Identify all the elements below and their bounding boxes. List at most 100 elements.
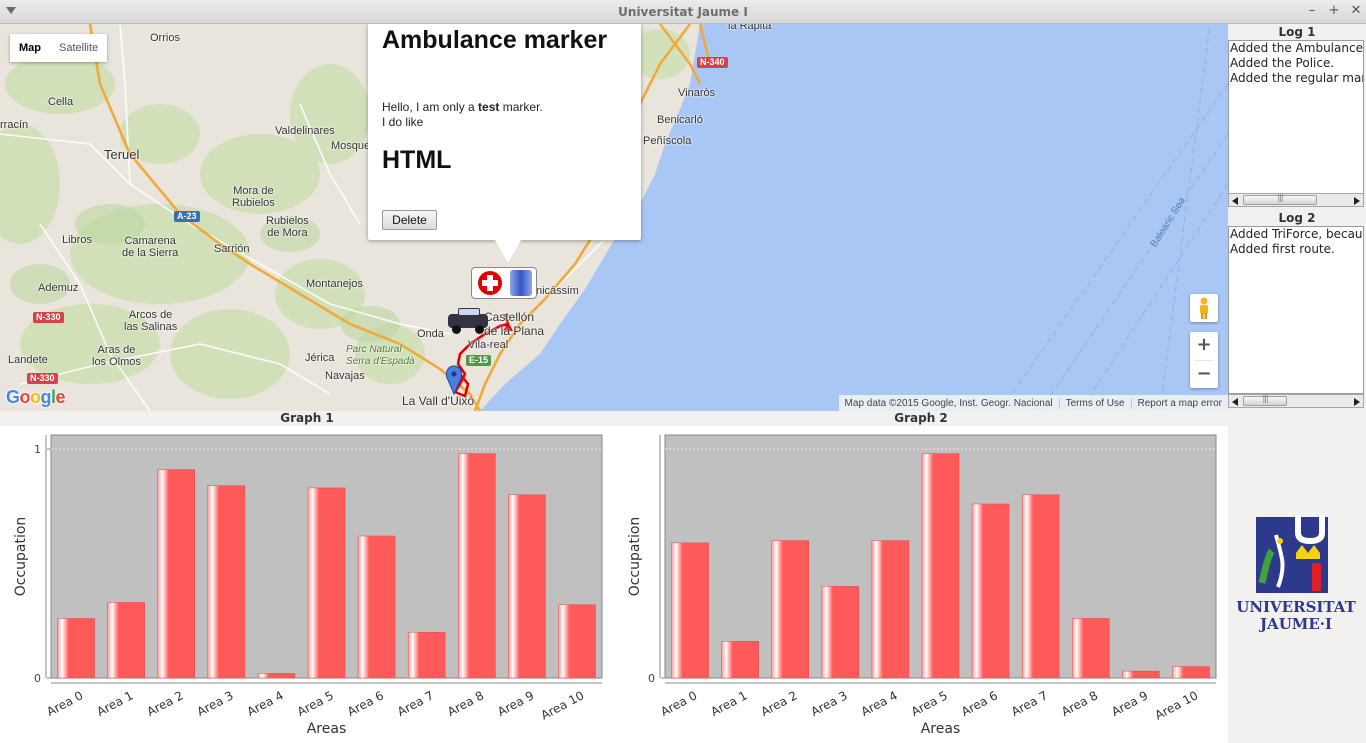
- log1-panel: Log 1 Added the Ambulance. Added the Pol…: [1228, 24, 1366, 210]
- bar-area-5: [307, 487, 346, 679]
- log2-line: Added first route.: [1230, 242, 1335, 256]
- place-libros: Libros: [62, 234, 92, 246]
- bar-area-7: [1021, 494, 1060, 679]
- y-axis-label: Occupation: [13, 517, 29, 597]
- place-castellon: Castellón de la Plana: [484, 310, 545, 338]
- x-axis-label: Areas: [921, 721, 961, 737]
- scroll-right-arrow-icon[interactable]: [1354, 197, 1360, 205]
- minimize-button[interactable]: –: [1308, 3, 1316, 18]
- graph1-panel: Graph 1 0 1 Area 0 Area 1 Area 2 Area 3 Area 4…: [0, 411, 614, 743]
- bar-area-2: [771, 540, 810, 679]
- report-map-error-link[interactable]: Report a map error: [1130, 397, 1228, 409]
- info-heading-html: HTML: [382, 146, 452, 174]
- info-text-line1: Hello, I am only a test marker.: [382, 100, 543, 114]
- map-base-layer: [0, 24, 1228, 411]
- street-view-pegman-icon[interactable]: [1190, 294, 1218, 322]
- bar-area-3: [207, 485, 246, 679]
- road-e15: E-15: [466, 355, 492, 366]
- bar-area-4: [871, 540, 910, 679]
- bar-area-2: [157, 469, 196, 679]
- log2-panel: Log 2 Added TriForce, because. Added fir…: [1228, 210, 1366, 411]
- delete-button[interactable]: Delete: [382, 210, 437, 230]
- place-valdelinares: Valdelinares: [275, 125, 335, 137]
- log1-title: Log 1: [1278, 25, 1316, 39]
- google-logo: Google: [6, 387, 66, 407]
- regular-marker-pin: [445, 365, 463, 396]
- road-a23: A-23: [174, 211, 200, 222]
- info-window: Ambulance marker Hello, I am only a test…: [368, 24, 641, 263]
- scroll-left-arrow-icon[interactable]: [1232, 398, 1238, 406]
- place-montanejos: Montanejos: [306, 278, 363, 290]
- log1-textarea[interactable]: Added the Ambulance. Added the Police. A…: [1228, 40, 1364, 194]
- zoom-in-button[interactable]: +: [1196, 334, 1212, 355]
- bar-area-8: [1071, 618, 1110, 679]
- place-arcos: Arcos de las Salinas: [124, 309, 178, 333]
- logo-text-line1: UNIVERSITAT: [1236, 598, 1356, 616]
- bar-area-3: [821, 586, 860, 679]
- log2-hscrollbar[interactable]: [1228, 394, 1364, 408]
- place-aras: Aras de los Olmos: [92, 344, 141, 368]
- scroll-thumb[interactable]: [1243, 193, 1317, 205]
- bar-area-0: [57, 618, 95, 679]
- place-parque: Parc Natural Serra d'Espadà: [346, 344, 415, 367]
- bar-area-5: [921, 453, 960, 679]
- map-attribution: Map data ©2015 Google, Inst. Geogr. Naci…: [838, 395, 1228, 411]
- maximize-button[interactable]: +: [1328, 3, 1340, 18]
- place-benicarlo: Benicarló: [657, 114, 703, 126]
- scroll-left-arrow-icon[interactable]: [1232, 197, 1238, 205]
- bar-area-10: [1172, 666, 1210, 679]
- map-type-control: Map Satellite: [10, 34, 108, 62]
- place-camarena: Camarena de la Sierra: [122, 235, 179, 259]
- place-lavall: La Vall d'Uixó: [402, 394, 475, 408]
- log1-line: Added the regular marker.: [1230, 71, 1364, 85]
- logo-graphic: [1256, 515, 1328, 593]
- road-n330-a: N-330: [33, 312, 64, 323]
- place-jerica: Jérica: [305, 352, 335, 364]
- log2-textarea[interactable]: Added TriForce, because. Added first rou…: [1228, 226, 1364, 394]
- info-heading: Ambulance marker: [382, 26, 608, 54]
- info-window-tail: [495, 240, 521, 263]
- logo-text: UNIVERSITAT JAUME·I: [1232, 599, 1360, 633]
- scroll-thumb[interactable]: [1243, 394, 1287, 406]
- scroll-right-arrow-icon[interactable]: [1354, 398, 1360, 406]
- map-view[interactable]: Orrios Cella rracín Teruel Valdelinares …: [0, 24, 1228, 411]
- zoom-separator: [1195, 360, 1213, 361]
- place-rapita: la Ràpita: [728, 24, 772, 32]
- place-navajas: Navajas: [325, 370, 365, 382]
- logo-text-line2: JAUME·I: [1259, 615, 1333, 633]
- map-type-satellite-button[interactable]: Satellite: [59, 42, 99, 54]
- police-marker-icon[interactable]: [444, 308, 490, 334]
- log2-title: Log 2: [1278, 211, 1316, 225]
- bar-area-10: [558, 604, 596, 679]
- place-teruel: Teruel: [104, 147, 140, 162]
- place-mosqueruela: Mosque: [331, 140, 371, 152]
- map-data-credit: Map data ©2015 Google, Inst. Geogr. Naci…: [844, 397, 1053, 409]
- zoom-control: + −: [1190, 332, 1218, 388]
- log1-hscrollbar[interactable]: [1228, 193, 1364, 207]
- road-n340: N-340: [697, 57, 728, 68]
- bar-area-0: [671, 542, 709, 679]
- place-landete: Landete: [8, 354, 48, 366]
- triforce-marker: [503, 322, 513, 331]
- place-albarracin: rracín: [0, 119, 29, 131]
- bar-area-6: [357, 535, 396, 679]
- zoom-out-button[interactable]: −: [1196, 363, 1212, 384]
- bar-area-1: [107, 602, 145, 679]
- bar-area-8: [457, 453, 496, 679]
- road-n330-b: N-330: [27, 373, 58, 384]
- map-type-map-button[interactable]: Map: [19, 42, 41, 54]
- place-cella: Cella: [48, 96, 74, 108]
- window-menu-icon[interactable]: [6, 7, 16, 14]
- ambulance-marker-icon[interactable]: [471, 267, 537, 299]
- terms-of-use-link[interactable]: Terms of Use: [1058, 397, 1131, 409]
- bar-area-7: [407, 631, 446, 679]
- bar-area-6: [971, 503, 1010, 679]
- place-onda: Onda: [417, 328, 444, 340]
- x-axis-label: Areas: [307, 721, 347, 737]
- bar-area-1: [721, 641, 759, 679]
- y-axis-label: Occupation: [627, 517, 643, 597]
- close-button[interactable]: ✕: [1350, 3, 1362, 18]
